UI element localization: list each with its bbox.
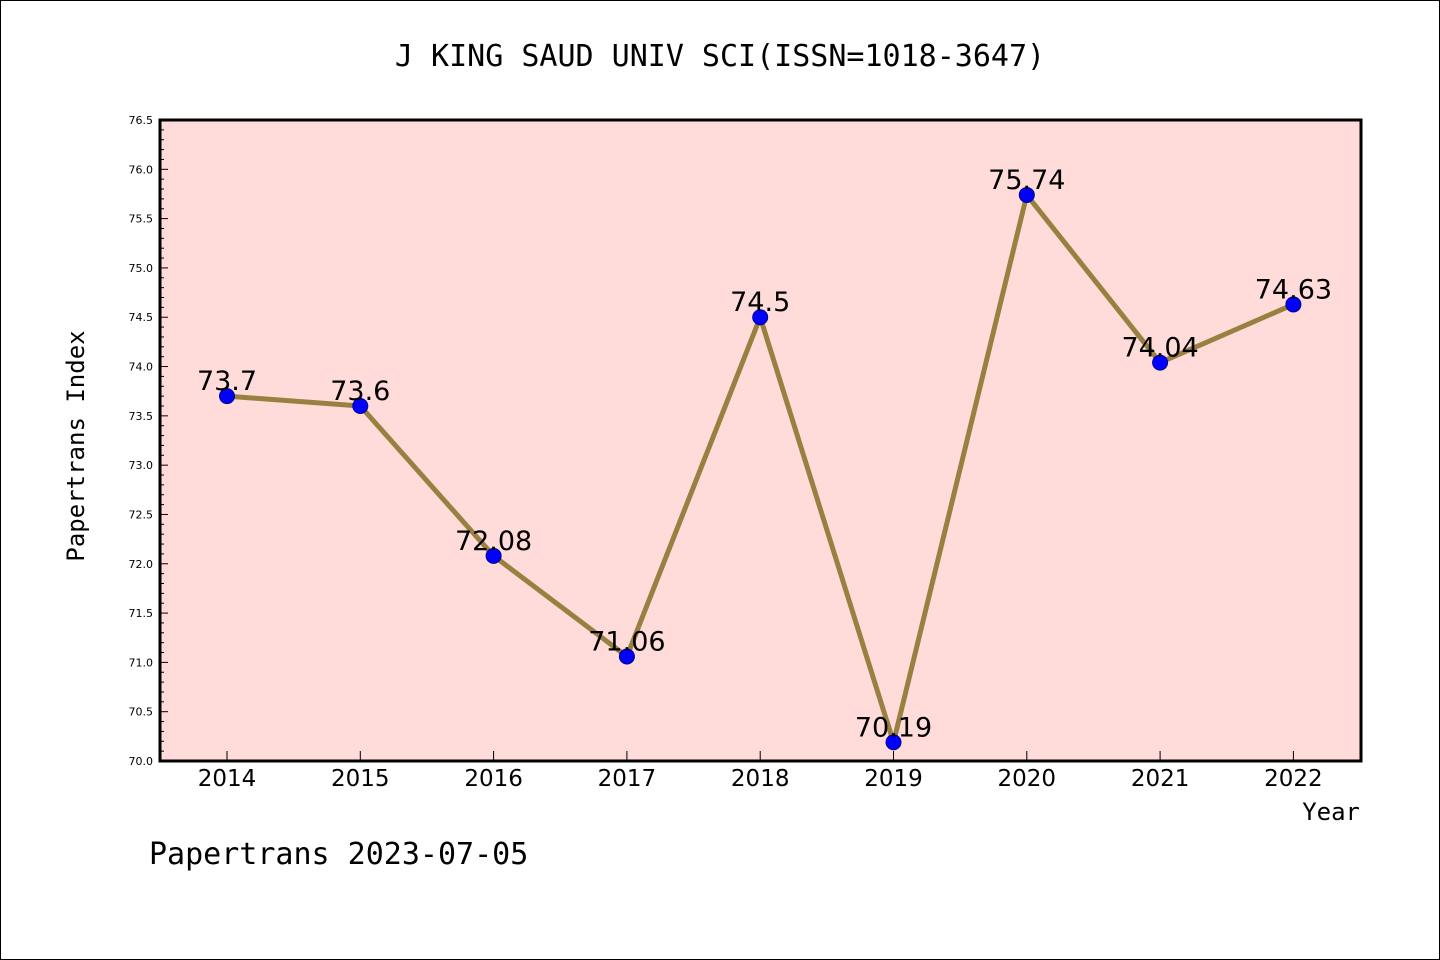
data-point-marker: [618, 648, 635, 665]
y-axis-label: Papertrans Index: [62, 330, 90, 561]
y-tick-label: 74.0: [129, 361, 154, 374]
x-axis-label: Year: [1302, 798, 1360, 826]
y-tick-label: 75.0: [129, 262, 154, 275]
x-tick-label: 2018: [731, 766, 790, 792]
y-axis-ticks: 70.0 70.5 71.0 71.5 72.0 72.5 73.0 73.5 74.0 74.5…: [129, 114, 168, 768]
data-label: 74.5: [730, 287, 790, 318]
data-label: 73.7: [197, 366, 257, 397]
y-tick-label: 73.5: [129, 410, 154, 423]
x-tick-label: 2015: [331, 766, 390, 792]
data-point-marker: [352, 397, 369, 414]
x-tick-label: 2022: [1264, 766, 1323, 792]
plot-border: [158, 118, 1363, 763]
y-tick-label: 72.5: [129, 508, 154, 521]
y-tick-label: 75.5: [129, 213, 154, 226]
y-tick-label: 76.5: [129, 114, 154, 127]
data-label: 74.63: [1255, 274, 1332, 305]
y-tick-label: 70.0: [129, 755, 154, 768]
data-markers: [219, 186, 1302, 751]
data-point-marker: [885, 734, 902, 751]
plot-area: [160, 120, 1361, 761]
data-label: 72.08: [455, 526, 532, 557]
y-tick-label: 70.5: [129, 706, 154, 719]
y-tick-label: 76.0: [129, 163, 154, 176]
y-tick-label: 73.0: [129, 459, 154, 472]
x-tick-label: 2020: [998, 766, 1057, 792]
x-tick-label: 2019: [864, 766, 923, 792]
data-label: 73.6: [330, 376, 390, 407]
data-point-marker: [1285, 296, 1302, 313]
data-labels: 73.7 73.6 72.08 71.06 74.5 70.19 75.74 74.04 74.…: [197, 165, 1332, 743]
data-point-marker: [1018, 186, 1035, 203]
data-label: 70.19: [855, 712, 932, 743]
data-label: 75.74: [988, 165, 1065, 196]
x-tick-label: 2014: [198, 766, 257, 792]
x-axis-ticks: 2014 2015 2016 2017 2018 2019 2020 2021 2022: [198, 751, 1323, 792]
y-tick-label: 71.5: [129, 607, 154, 620]
x-tick-label: 2021: [1131, 766, 1190, 792]
y-tick-label: 71.0: [129, 656, 154, 669]
x-tick-label: 2016: [464, 766, 523, 792]
x-tick-label: 2017: [598, 766, 657, 792]
y-tick-label: 72.0: [129, 558, 154, 571]
data-label: 71.06: [588, 626, 665, 657]
data-point-marker: [219, 388, 235, 405]
footer-date-stamp: Papertrans 2023-07-05: [149, 837, 528, 872]
chart-title: J KING SAUD UNIV SCI(ISSN=1018-3647): [395, 39, 1045, 74]
data-point-marker: [1152, 354, 1169, 371]
y-tick-label: 74.5: [129, 311, 154, 324]
data-label: 74.04: [1121, 333, 1198, 364]
data-point-marker: [752, 309, 769, 326]
data-point-marker: [485, 547, 502, 564]
